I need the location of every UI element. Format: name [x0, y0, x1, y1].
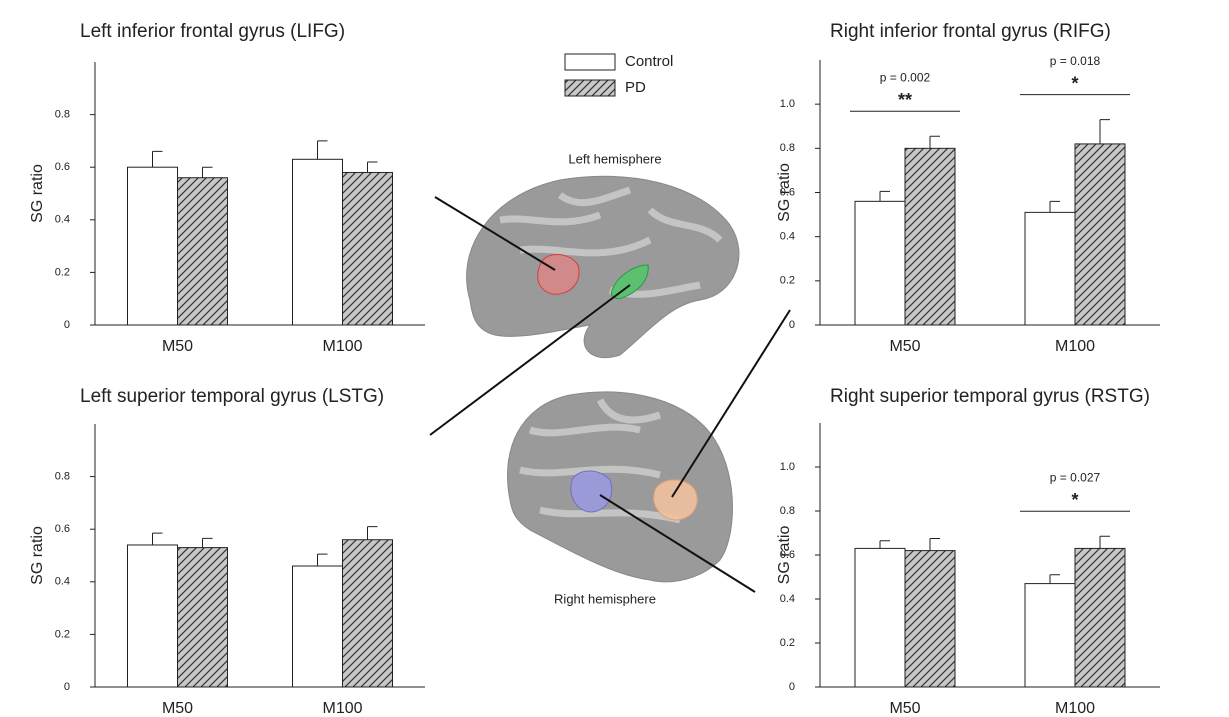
error-bar	[1100, 536, 1110, 548]
y-tick-label: 0.6	[780, 549, 795, 561]
x-tick-label: M100	[1055, 700, 1095, 717]
p-value: p = 0.002	[880, 70, 931, 84]
x-tick-label: M100	[322, 338, 362, 355]
y-tick-label: 0.2	[55, 628, 70, 640]
error-bar	[930, 539, 940, 551]
y-tick-label: 0	[789, 681, 795, 693]
x-tick-label: M50	[162, 700, 193, 717]
significance-stars: **	[898, 90, 912, 110]
y-tick-label: 0.8	[55, 109, 70, 121]
brain-illustration: Left hemisphere Right hemisphere	[430, 151, 790, 606]
y-tick-label: 0.2	[55, 266, 70, 278]
y-tick-label: 0	[789, 319, 795, 331]
connector	[672, 310, 790, 497]
significance-stars: *	[1071, 490, 1078, 510]
bar	[293, 566, 343, 687]
figure: Left hemisphere Right hemisphere Left in…	[0, 0, 1229, 717]
error-bar	[368, 527, 378, 540]
y-tick-label: 0.8	[780, 142, 795, 154]
error-bar	[318, 554, 328, 566]
error-bar	[153, 533, 163, 545]
y-tick-label: 1.0	[780, 98, 795, 110]
x-tick-label: M100	[1055, 338, 1095, 355]
x-tick-label: M100	[322, 700, 362, 717]
bar	[128, 167, 178, 325]
page: Left hemisphere Right hemisphere Left in…	[0, 0, 1229, 717]
error-bar	[930, 136, 940, 148]
y-tick-label: 0.4	[55, 214, 70, 226]
y-axis-label: SG ratio	[29, 164, 46, 223]
bar	[1075, 548, 1125, 687]
error-bar	[153, 151, 163, 167]
error-bar	[318, 141, 328, 159]
legend-swatch	[565, 80, 615, 96]
legend-label: Control	[625, 53, 673, 70]
y-tick-label: 0.6	[55, 161, 70, 173]
y-tick-label: 0.4	[780, 231, 795, 243]
error-bar	[203, 167, 213, 178]
bar	[1075, 144, 1125, 325]
x-tick-label: M50	[889, 700, 920, 717]
y-tick-label: 0.6	[55, 523, 70, 535]
bar	[905, 551, 955, 687]
x-tick-label: M50	[162, 338, 193, 355]
brain-label: Left hemisphere	[568, 151, 661, 166]
y-tick-label: 0	[64, 681, 70, 693]
y-tick-label: 0	[64, 319, 70, 331]
significance-stars: *	[1071, 73, 1078, 93]
chart-title: Right superior temporal gyrus (RSTG)	[830, 386, 1150, 407]
chart-title: Left superior temporal gyrus (LSTG)	[80, 386, 384, 407]
bar	[1025, 212, 1075, 325]
bar	[855, 548, 905, 687]
chart-title: Left inferior frontal gyrus (LIFG)	[80, 21, 345, 42]
y-tick-label: 0.4	[55, 576, 70, 588]
bar	[178, 178, 228, 325]
y-tick-label: 0.2	[780, 637, 795, 649]
error-bar	[1050, 201, 1060, 212]
bar	[128, 545, 178, 687]
bar	[293, 159, 343, 325]
bar	[178, 548, 228, 687]
x-tick-label: M50	[889, 338, 920, 355]
error-bar	[368, 162, 378, 173]
left-brain	[467, 176, 739, 357]
y-axis-label: SG ratio	[29, 526, 46, 585]
p-value: p = 0.027	[1050, 470, 1101, 484]
legend-label: PD	[625, 79, 646, 96]
y-tick-label: 0.4	[780, 593, 795, 605]
bar	[855, 201, 905, 325]
error-bar	[1050, 575, 1060, 584]
y-tick-label: 1.0	[780, 461, 795, 473]
roi-rstg	[571, 471, 612, 512]
error-bar	[203, 538, 213, 547]
error-bar	[880, 191, 890, 201]
p-value: p = 0.018	[1050, 54, 1101, 68]
y-tick-label: 0.8	[55, 471, 70, 483]
bar	[905, 148, 955, 325]
error-bar	[880, 541, 890, 549]
bar	[343, 540, 393, 687]
bar	[1025, 584, 1075, 687]
error-bar	[1100, 120, 1110, 144]
brain-label: Right hemisphere	[554, 591, 656, 606]
y-tick-label: 0.2	[780, 275, 795, 287]
y-tick-label: 0.8	[780, 505, 795, 517]
chart-title: Right inferior frontal gyrus (RIFG)	[830, 21, 1111, 42]
legend-swatch	[565, 54, 615, 70]
y-tick-label: 0.6	[780, 186, 795, 198]
bar	[343, 172, 393, 325]
